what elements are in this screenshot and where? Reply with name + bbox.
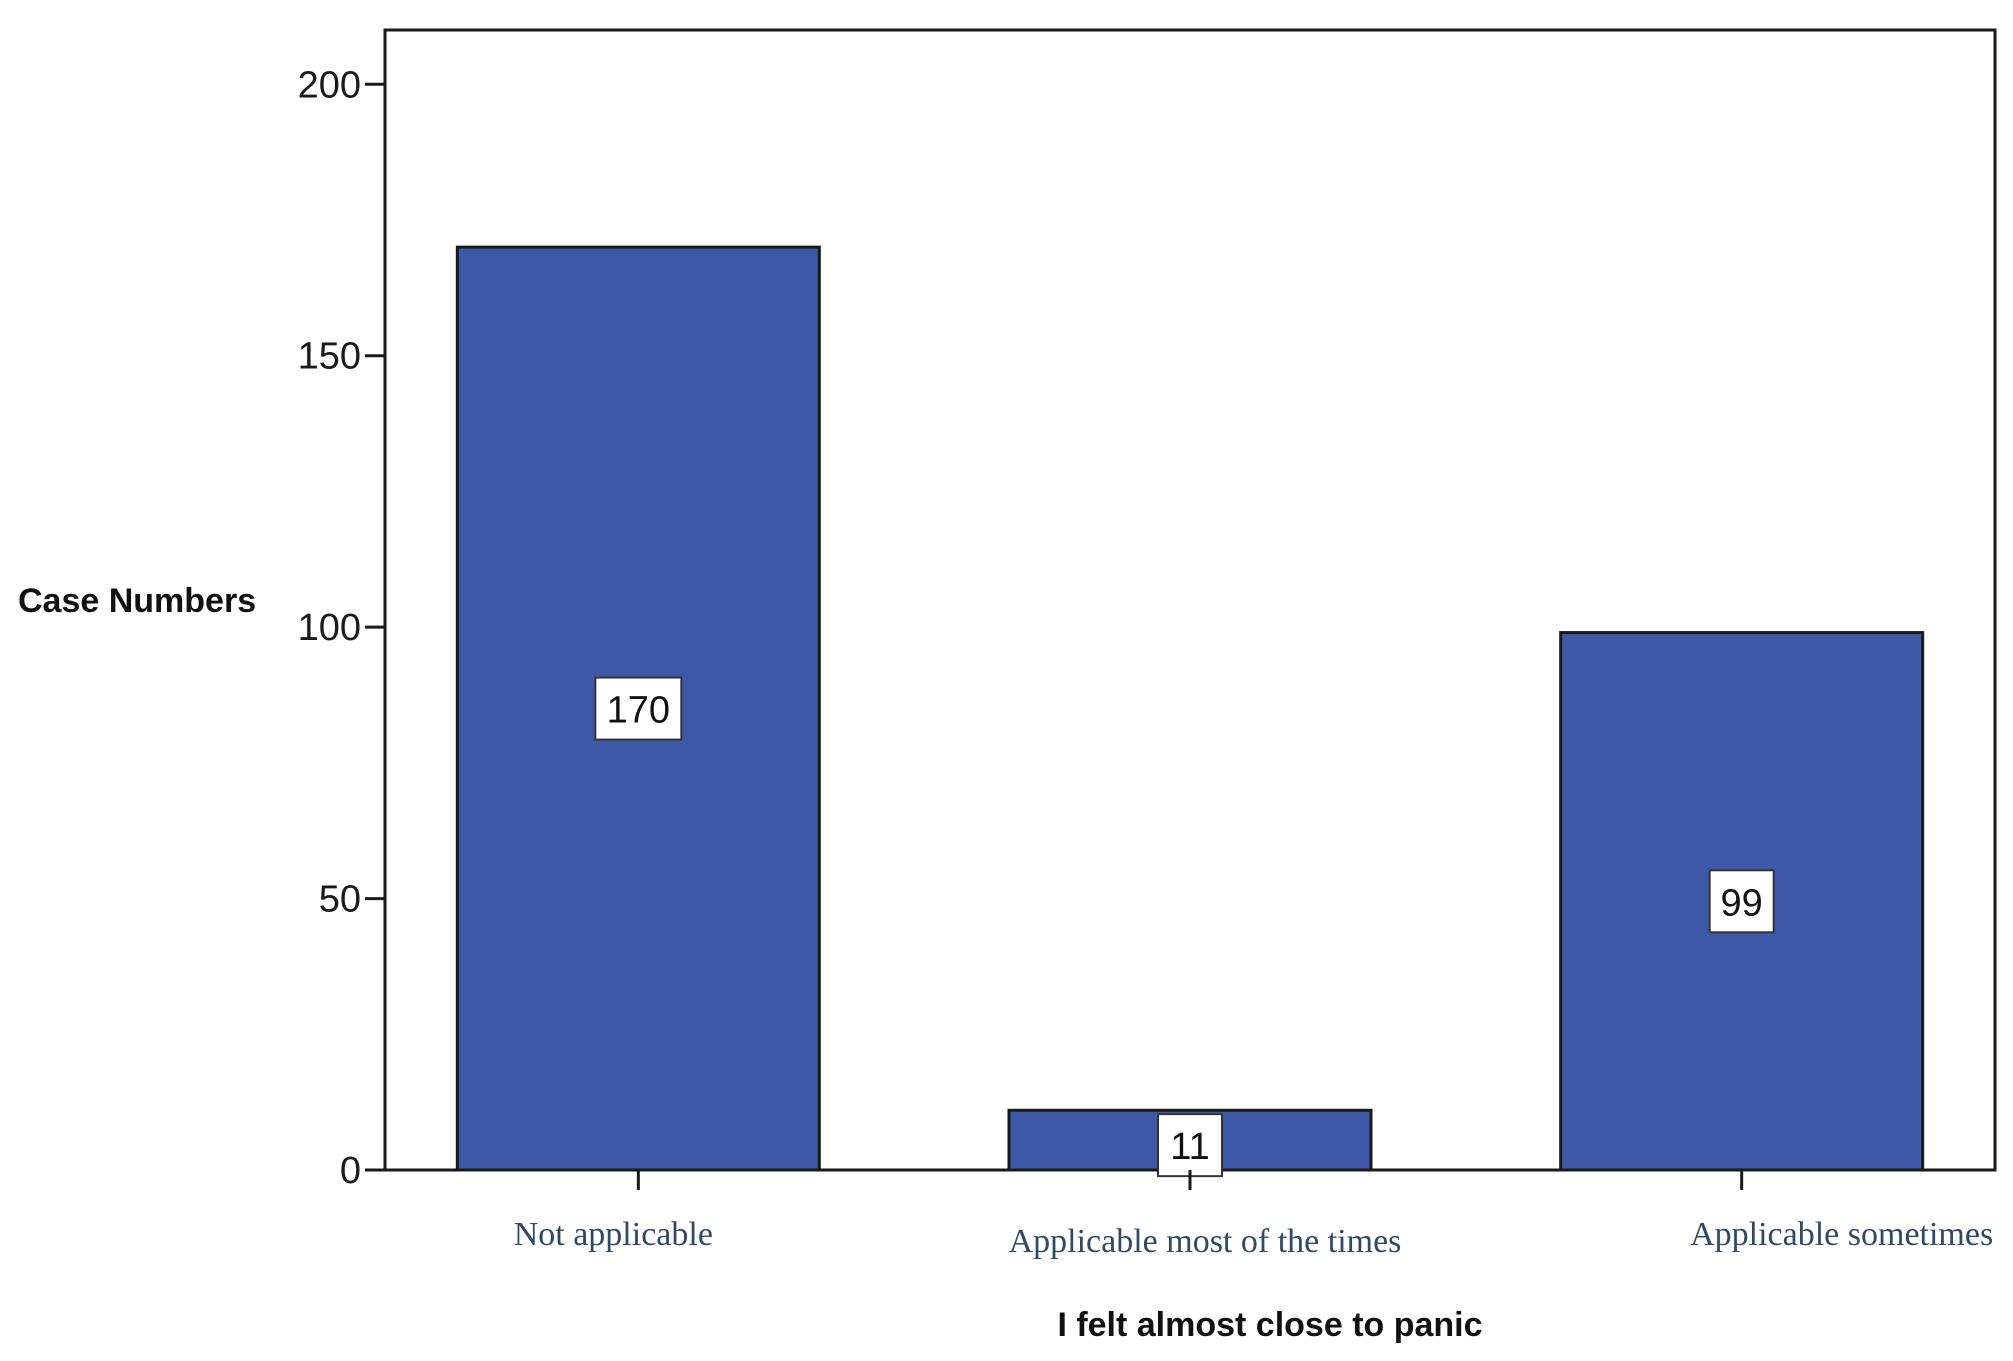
data-label: 99 — [1721, 882, 1763, 924]
data-label: 11 — [1170, 1126, 1209, 1168]
y-tick-label: 100 — [298, 607, 361, 649]
x-tick-label: Not applicable — [514, 1216, 713, 1253]
bar-series: 170 11 99 — [455, 245, 1925, 1178]
y-tick-label: 50 — [319, 879, 361, 921]
y-axis: 0 50 100 150 200 — [298, 64, 385, 1192]
data-label: 170 — [607, 690, 670, 732]
x-axis-title: I felt almost close to panic — [1057, 1306, 1482, 1344]
data-label-box — [594, 676, 683, 741]
x-tick-label: Applicable most of the times — [1009, 1223, 1402, 1260]
x-axis: Not applicable Applicable most of the tim… — [514, 1170, 1993, 1260]
y-tick-label: 200 — [298, 64, 361, 106]
y-tick-label: 150 — [298, 336, 361, 378]
data-label-box — [1708, 869, 1775, 934]
x-tick-label: Applicable sometimes — [1690, 1216, 1993, 1253]
y-tick-label: 0 — [340, 1150, 361, 1192]
y-axis-title: Case Numbers — [18, 582, 256, 620]
